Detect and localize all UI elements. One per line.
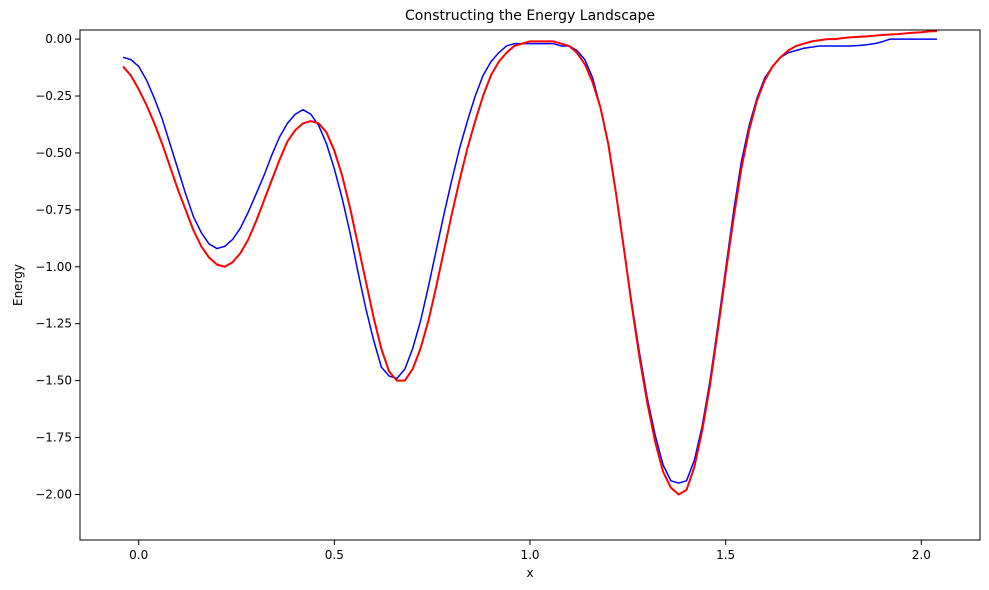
y-tick-label: −0.75 (35, 203, 72, 217)
x-tick-label: 2.0 (912, 548, 931, 562)
y-tick-label: −1.25 (35, 317, 72, 331)
chart-title: Constructing the Energy Landscape (405, 8, 655, 24)
series-line-red (122, 30, 937, 496)
y-tick-label: −0.50 (35, 146, 72, 160)
series-layer (122, 30, 937, 496)
y-axis: 0.00 −0.25 −0.50 −0.75 −1.00 −1.25 −1.50 −1.75 −… (35, 32, 80, 501)
axes-frame (79, 29, 981, 541)
y-tick-label: −1.50 (35, 374, 72, 388)
x-axis-label: x (526, 566, 533, 580)
x-tick-label: 1.5 (716, 548, 735, 562)
y-axis-label: Energy (11, 264, 25, 306)
y-tick-label: −0.25 (35, 89, 72, 103)
y-tick-label: 0.00 (45, 32, 72, 46)
y-tick-label: −2.00 (35, 487, 72, 501)
x-tick-label: 0.0 (129, 548, 148, 562)
y-tick-label: −1.00 (35, 260, 72, 274)
x-tick-label: 1.0 (520, 548, 539, 562)
series-line-blue (122, 38, 937, 484)
y-tick-label: −1.75 (35, 431, 72, 445)
x-axis: 0.0 0.5 1.0 1.5 2.0 (129, 540, 931, 562)
x-tick-label: 0.5 (325, 548, 344, 562)
